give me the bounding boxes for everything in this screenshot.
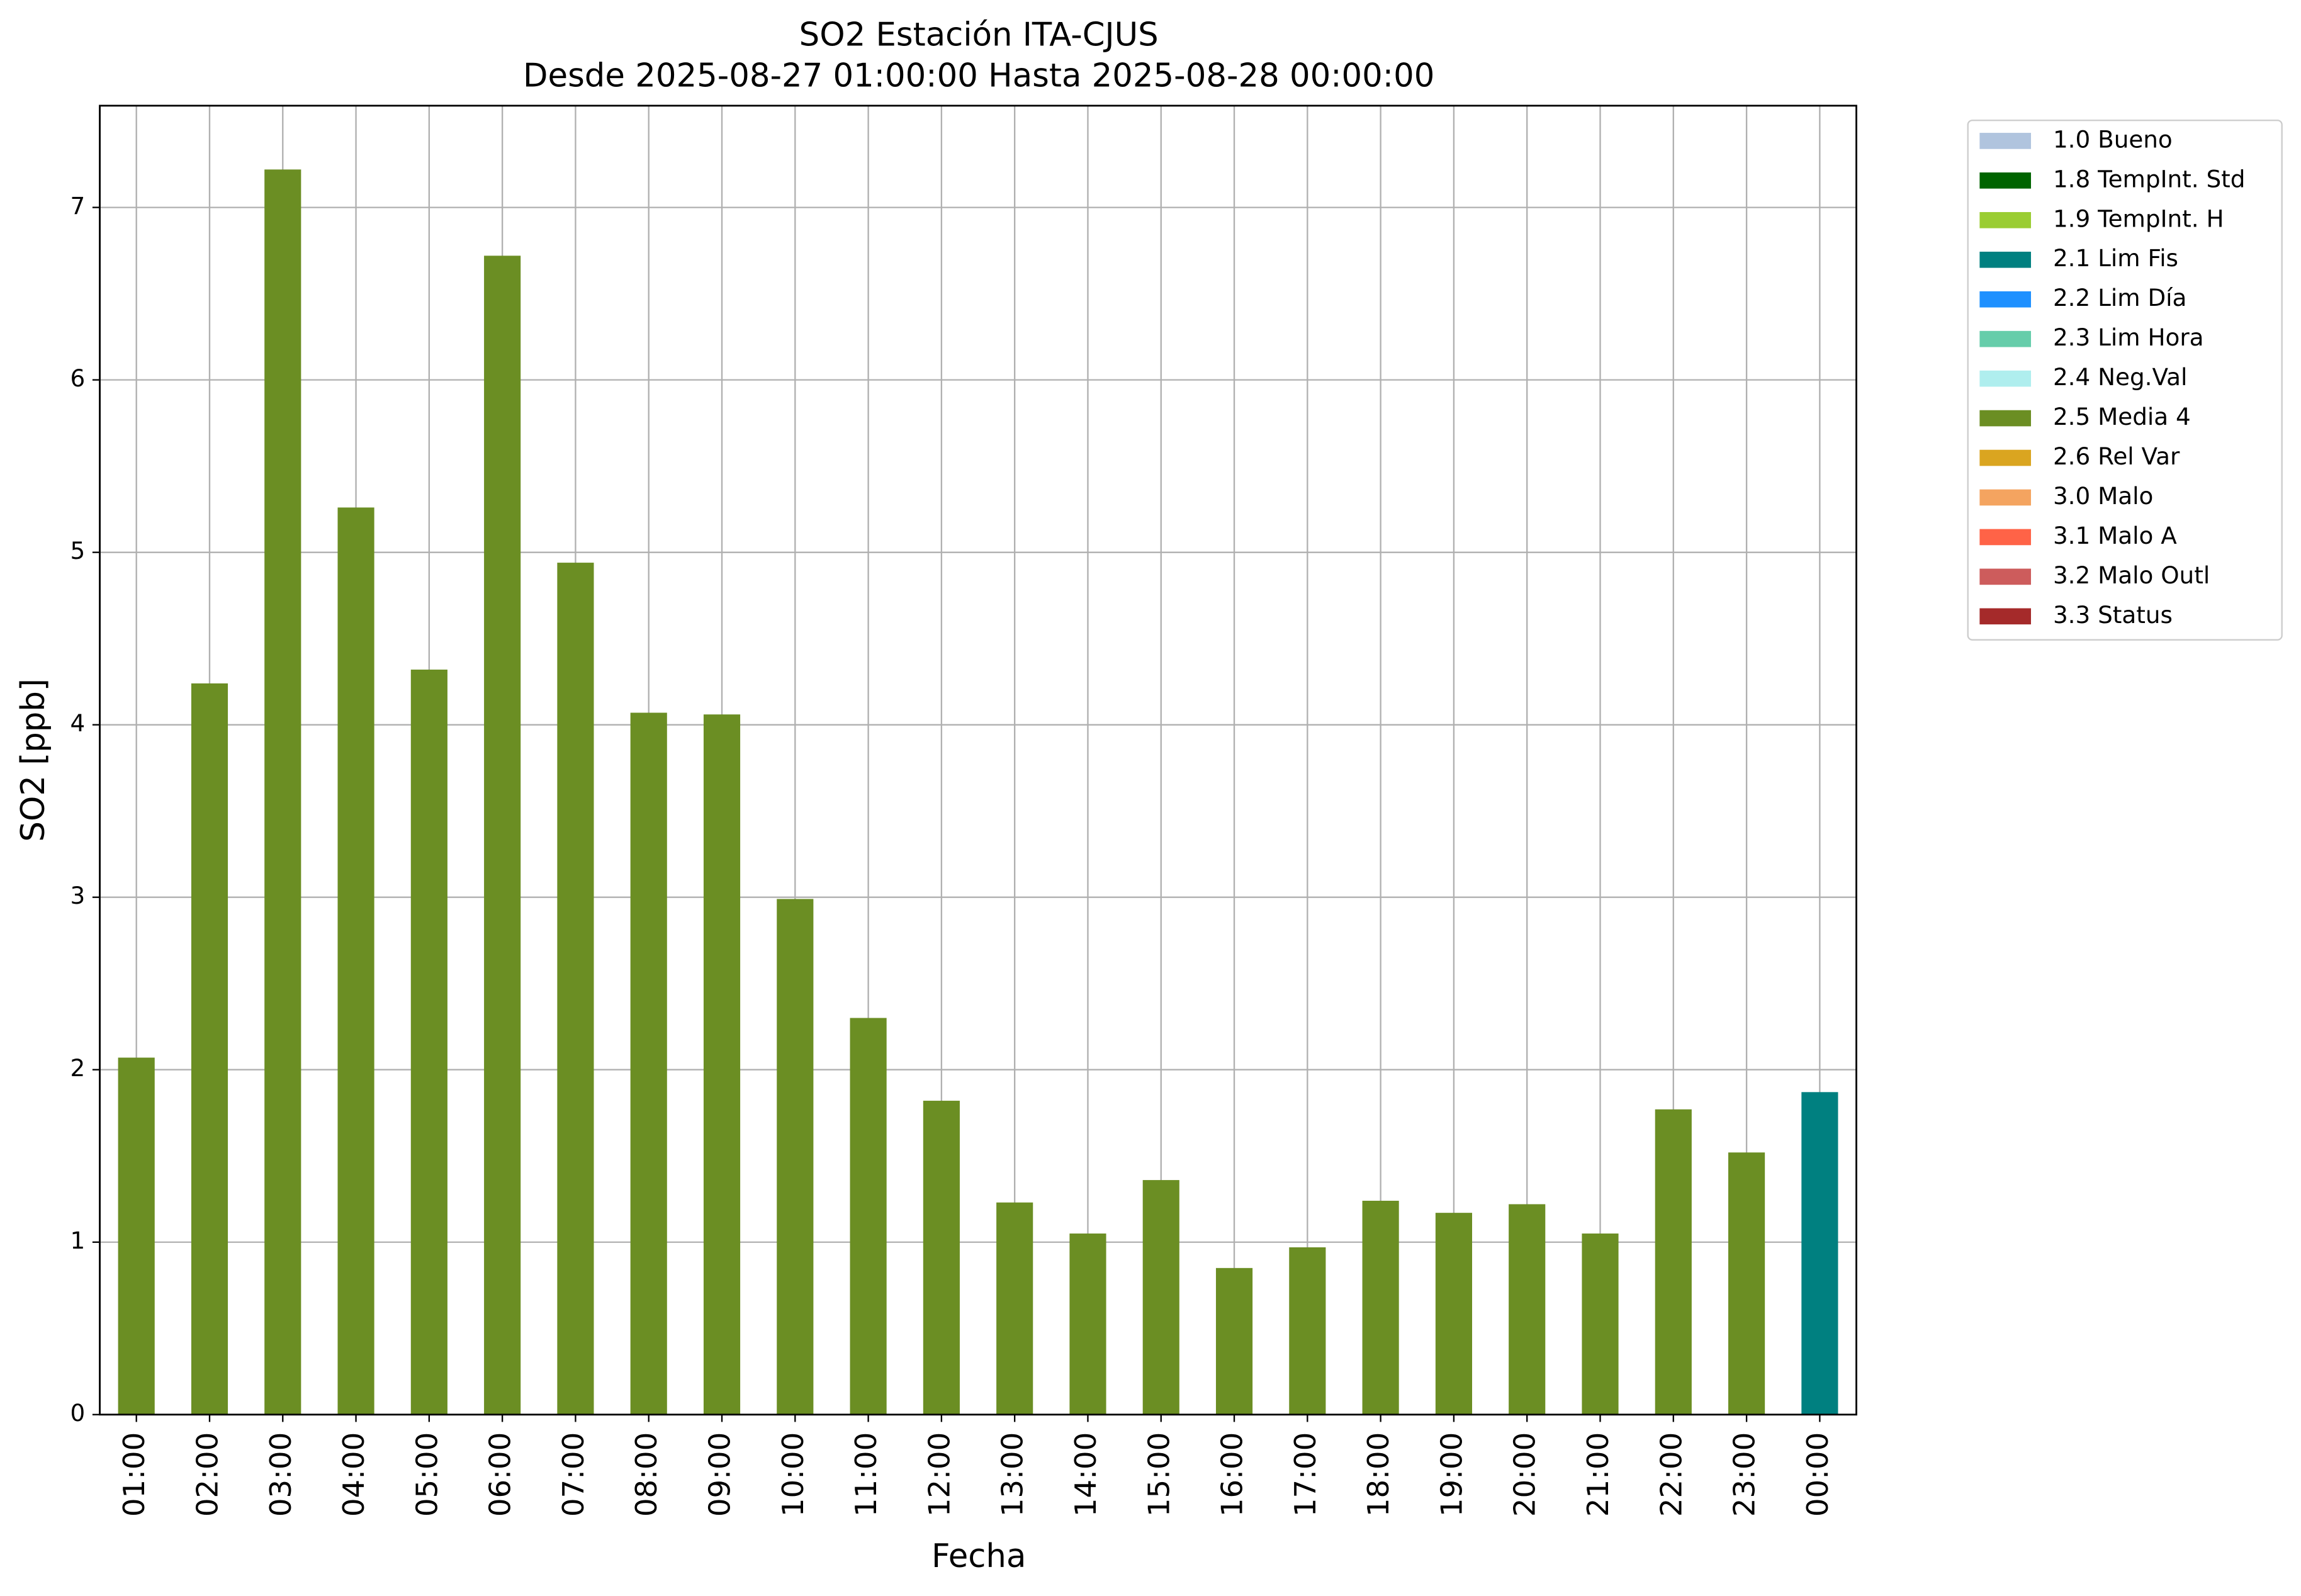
x-tick-label: 22:00 xyxy=(1654,1432,1688,1517)
legend-swatch xyxy=(1979,608,2031,625)
x-tick-label: 03:00 xyxy=(264,1432,298,1517)
y-tick-label: 5 xyxy=(70,537,86,565)
x-tick-label: 07:00 xyxy=(556,1432,590,1517)
bar xyxy=(1142,1180,1179,1415)
bar xyxy=(850,1018,887,1415)
legend-label: 2.2 Lim Día xyxy=(2053,284,2186,312)
x-tick-label: 05:00 xyxy=(410,1432,444,1517)
y-tick-label: 2 xyxy=(70,1054,86,1082)
legend-swatch xyxy=(1979,211,2031,228)
legend-swatch xyxy=(1979,568,2031,585)
x-tick-label: 19:00 xyxy=(1434,1432,1468,1517)
legend-swatch xyxy=(1979,291,2031,308)
legend-label: 2.4 Neg.Val xyxy=(2053,363,2187,391)
x-tick-label: 15:00 xyxy=(1142,1432,1176,1517)
bar xyxy=(264,169,301,1415)
legend-label: 1.8 TempInt. Std xyxy=(2053,165,2246,193)
bar xyxy=(337,507,374,1415)
bar xyxy=(118,1057,155,1415)
x-tick-label: 04:00 xyxy=(337,1432,371,1517)
y-tick-label: 7 xyxy=(70,192,86,220)
x-tick-label: 16:00 xyxy=(1215,1432,1249,1517)
legend-label: 2.6 Rel Var xyxy=(2053,442,2180,470)
bar xyxy=(1435,1213,1472,1415)
legend-swatch xyxy=(1979,370,2031,387)
legend-label: 3.2 Malo Outl xyxy=(2053,561,2210,589)
bar xyxy=(1215,1267,1253,1415)
x-tick-label: 13:00 xyxy=(996,1432,1030,1517)
legend: 1.0 Bueno 1.8 TempInt. Std 1.9 TempInt. H 2… xyxy=(1967,120,2283,641)
x-tick-label: 12:00 xyxy=(922,1432,956,1517)
legend-label: 3.3 Status xyxy=(2053,601,2173,629)
legend-label: 3.1 Malo A xyxy=(2053,522,2177,549)
bar xyxy=(410,669,447,1415)
x-tick-label: 08:00 xyxy=(629,1432,663,1517)
legend-swatch xyxy=(1979,449,2031,466)
legend-swatch xyxy=(1979,529,2031,546)
x-tick-label: 21:00 xyxy=(1581,1432,1615,1517)
x-tick-label: 17:00 xyxy=(1288,1432,1322,1517)
bar xyxy=(484,256,521,1415)
legend-label: 2.1 Lim Fis xyxy=(2053,244,2178,272)
bar xyxy=(703,714,741,1415)
legend-label: 2.5 Media 4 xyxy=(2053,403,2191,430)
x-axis-label: Fecha xyxy=(931,1537,1026,1575)
y-tick-label: 3 xyxy=(70,882,86,909)
bar xyxy=(1069,1234,1106,1415)
bar xyxy=(996,1202,1033,1415)
legend-label: 1.0 Bueno xyxy=(2053,125,2173,153)
y-tick-label: 1 xyxy=(70,1227,86,1254)
x-tick-label: 11:00 xyxy=(849,1432,883,1517)
bar xyxy=(1582,1234,1619,1415)
legend-swatch xyxy=(1979,330,2031,347)
legend-box xyxy=(1967,120,2283,641)
bar xyxy=(1509,1204,1546,1415)
x-tick-label: 09:00 xyxy=(703,1432,737,1517)
legend-swatch xyxy=(1979,172,2031,189)
legend-label: 2.3 Lim Hora xyxy=(2053,323,2204,351)
chart-subtitle: Desde 2025-08-27 01:00:00 Hasta 2025-08-… xyxy=(523,57,1434,95)
bar xyxy=(1655,1109,1692,1415)
legend-label: 1.9 TempInt. H xyxy=(2053,205,2224,232)
bar xyxy=(1728,1152,1765,1415)
bar xyxy=(1362,1200,1399,1415)
x-tick-label: 01:00 xyxy=(117,1432,151,1517)
y-tick-label: 6 xyxy=(70,364,86,392)
x-tick-label: 02:00 xyxy=(190,1432,224,1517)
x-tick-label: 14:00 xyxy=(1069,1432,1103,1517)
bar xyxy=(1801,1092,1838,1415)
bar xyxy=(191,683,228,1415)
axes: 0 1 2 3 4 5 6 7 01:00 02:00 03:00 04:00 05:00 06:00 07… xyxy=(70,192,1835,1517)
legend-label: 3.0 Malo xyxy=(2053,482,2153,510)
y-tick-label: 4 xyxy=(70,709,86,737)
bar xyxy=(557,563,594,1415)
plot-frame xyxy=(99,104,1857,1416)
y-axis-label: SO2 [ppb] xyxy=(14,678,52,842)
legend-swatch xyxy=(1979,133,2031,149)
bar xyxy=(1289,1247,1326,1415)
legend-swatch xyxy=(1979,410,2031,427)
bar xyxy=(923,1101,960,1415)
legend-swatch xyxy=(1979,489,2031,506)
chart-title: SO2 Estación ITA-CJUS xyxy=(799,16,1159,53)
legend-swatch xyxy=(1979,251,2031,268)
x-tick-label: 06:00 xyxy=(483,1432,517,1517)
y-tick-label: 0 xyxy=(70,1399,86,1427)
bars xyxy=(118,169,1838,1415)
bar xyxy=(630,712,667,1415)
x-tick-label: 20:00 xyxy=(1508,1432,1542,1517)
x-tick-label: 10:00 xyxy=(776,1432,810,1517)
x-tick-label: 00:00 xyxy=(1801,1432,1835,1517)
x-tick-label: 18:00 xyxy=(1361,1432,1395,1517)
bar xyxy=(777,899,814,1415)
x-tick-label: 23:00 xyxy=(1728,1432,1762,1517)
